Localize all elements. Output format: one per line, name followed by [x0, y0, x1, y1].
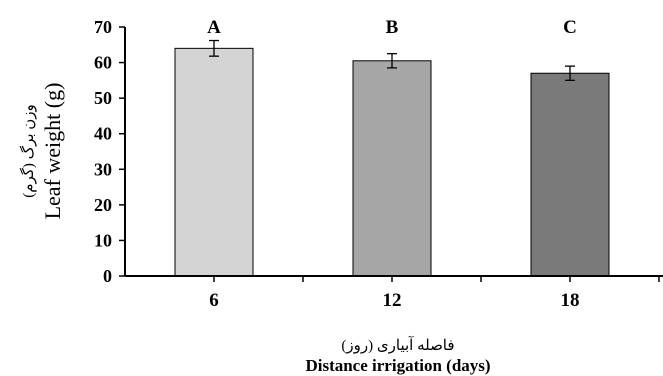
bar-12 — [352, 60, 432, 277]
y-tick-label-0: 0 — [103, 266, 112, 286]
x-tick-label-12: 12 — [383, 290, 402, 311]
x-tick-label-18: 18 — [561, 290, 580, 311]
y-axis-label: Leaf weight (g) — [40, 83, 65, 220]
y-tick-label-30: 30 — [94, 159, 112, 179]
error-bars-group — [209, 39, 575, 82]
group-letter-12: B — [386, 17, 399, 38]
group-letter-18: C — [563, 17, 577, 38]
y-tick-label-50: 50 — [94, 88, 112, 108]
group-letters: A B C — [207, 17, 577, 38]
y-ticks: 0 10 20 30 40 50 60 70 — [94, 17, 125, 286]
bar-18 — [530, 72, 610, 277]
y-tick-label-70: 70 — [94, 17, 112, 37]
x-axis-label-fa: فاصله آبیاری (روز) — [341, 336, 454, 354]
y-tick-label-40: 40 — [94, 124, 112, 144]
y-tick-label-20: 20 — [94, 195, 112, 215]
group-letter-6: A — [207, 17, 221, 38]
x-axis-label: Distance irrigation (days) — [305, 356, 490, 375]
y-axis-label-fa: وزن برگ (گرم) — [19, 104, 37, 198]
bars-group — [174, 47, 610, 277]
x-ticks: 6 12 18 — [209, 276, 660, 311]
y-tick-label-60: 60 — [94, 53, 112, 73]
bar-6 — [174, 47, 254, 277]
x-tick-label-6: 6 — [209, 290, 219, 311]
y-tick-label-10: 10 — [94, 230, 112, 250]
